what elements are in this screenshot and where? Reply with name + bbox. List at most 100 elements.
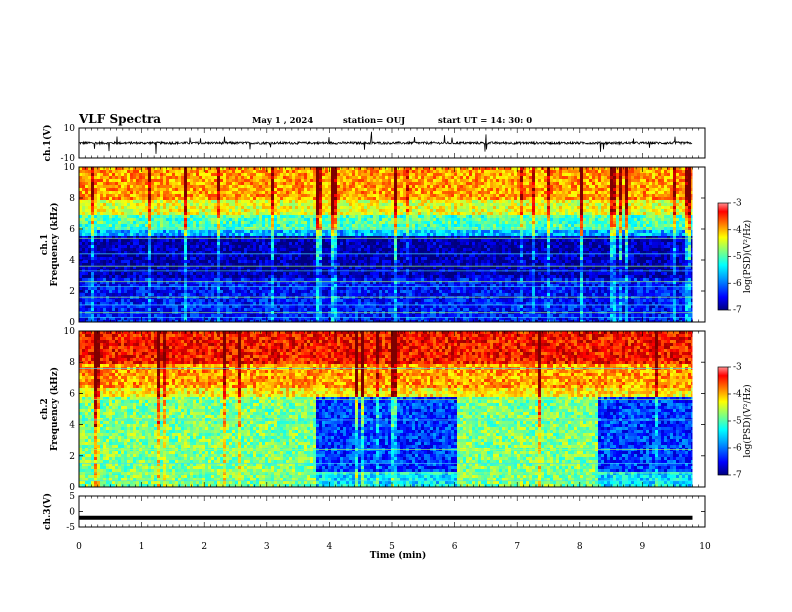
ch1-spectrogram-cell bbox=[292, 275, 296, 279]
ch1-spectrogram-cell bbox=[199, 218, 203, 222]
ch1-spectrogram-cell bbox=[136, 218, 140, 222]
ch1-spectrogram-cell bbox=[130, 194, 134, 198]
ch1-spectrogram-cell bbox=[223, 320, 227, 322]
ch1-spectrogram-cell bbox=[187, 233, 191, 237]
ch1-spectrogram-cell bbox=[127, 287, 131, 291]
ch1-spectrogram-cell bbox=[157, 185, 161, 189]
ch1-spectrogram-cell bbox=[280, 305, 284, 309]
ch1-spectrogram-cell bbox=[103, 296, 107, 300]
ch1-spectrogram-cell bbox=[202, 314, 206, 318]
ch1-spectrogram-cell bbox=[226, 305, 230, 309]
ch1-spectrogram-cell bbox=[310, 266, 314, 270]
ch1-spectrogram-cell bbox=[319, 257, 323, 261]
ch1-spectrogram-cell bbox=[250, 215, 254, 219]
ch1-spectrogram-cell bbox=[277, 224, 281, 228]
ch1-spectrogram-cell bbox=[208, 185, 212, 189]
ch1-spectrogram-cell bbox=[349, 182, 353, 186]
ch1-spectrogram-cell bbox=[235, 299, 239, 303]
ch1-spectrogram-cell bbox=[163, 206, 167, 210]
ch1-spectrogram-cell bbox=[196, 302, 200, 306]
ch1-spectrogram-cell bbox=[187, 221, 191, 225]
ch1-spectrogram-cell bbox=[298, 170, 302, 174]
ch1-spectrogram-cell bbox=[121, 278, 125, 282]
ch1-spectrogram-cell bbox=[121, 245, 125, 249]
ch1-spectrogram-cell bbox=[151, 206, 155, 210]
ch1-spectrogram-cell bbox=[118, 308, 122, 312]
ch1-spectrogram-cell bbox=[250, 317, 254, 321]
ch1-spectrogram-cell bbox=[343, 179, 347, 183]
ch1-spectrogram-cell bbox=[298, 197, 302, 201]
ch1-spectrogram-cell bbox=[199, 182, 203, 186]
ch1-spectrogram-cell bbox=[226, 218, 230, 222]
ch1-spectrogram-cell bbox=[274, 209, 278, 213]
ch1-spectrogram-cell bbox=[265, 281, 269, 285]
ch1-spectrogram-cell bbox=[265, 245, 269, 249]
ch1-spectrogram-cell bbox=[241, 263, 245, 267]
ch1-spectrogram-cell bbox=[292, 254, 296, 258]
ch1-spectrogram-cell bbox=[175, 308, 179, 312]
ch1-spectrogram-cell bbox=[178, 272, 182, 276]
ch1-spectrogram-cell bbox=[283, 308, 287, 312]
ch1-spectrogram-cell bbox=[217, 248, 221, 252]
ch1-spectrogram-cell bbox=[148, 188, 152, 192]
ch1-spectrogram-cell bbox=[307, 296, 311, 300]
ch1-spectrogram-cell bbox=[193, 263, 197, 267]
ch1-spectrogram-cell bbox=[313, 293, 317, 297]
ch1-spectrogram-cell bbox=[199, 173, 203, 177]
ch1-spectrogram-cell bbox=[322, 287, 326, 291]
ch1-spectrogram-cell bbox=[178, 224, 182, 228]
ch1-spectrogram-cell bbox=[307, 233, 311, 237]
ch1-spectrogram-cell bbox=[244, 185, 248, 189]
ch1-spectrogram-cell bbox=[160, 173, 164, 177]
ch1-spectrogram-cell bbox=[82, 218, 86, 222]
ch1-spectrogram-cell bbox=[250, 308, 254, 312]
ch1-spectrogram-cell bbox=[160, 203, 164, 207]
ch1-spectrogram-cell bbox=[160, 275, 164, 279]
ch1-spectrogram-cell bbox=[187, 290, 191, 294]
ch1-spectrogram-cell bbox=[82, 191, 86, 195]
ch1-spectrogram-cell bbox=[322, 293, 326, 297]
ch1-spectrogram-cell bbox=[310, 254, 314, 258]
ch1-spectrogram-cell bbox=[94, 224, 98, 228]
ch1-spectrogram-cell bbox=[178, 230, 182, 234]
ch1-spectrogram-cell bbox=[340, 179, 344, 183]
ch1-spectrogram-cell bbox=[340, 218, 344, 222]
ch1-spectrogram-cell bbox=[151, 239, 155, 243]
ch1-spectrogram-cell bbox=[295, 173, 299, 177]
ch1-spectrogram-cell bbox=[304, 296, 308, 300]
ch1-spectrogram-cell bbox=[286, 203, 290, 207]
ch1-spectrogram-cell bbox=[301, 287, 305, 291]
ch1-spectrogram-cell bbox=[205, 263, 209, 267]
ch1-spectrogram-cell bbox=[112, 236, 116, 240]
ch1-spectrogram-cell bbox=[271, 287, 275, 291]
ch1-spectrogram-cell bbox=[271, 281, 275, 285]
ch1-spectrogram-cell bbox=[301, 281, 305, 285]
ch1-spectrogram-cell bbox=[283, 248, 287, 252]
ch1-spectrogram-cell bbox=[307, 176, 311, 180]
ch1-spectrogram-cell bbox=[241, 233, 245, 237]
ch1-spectrogram-cell bbox=[94, 257, 98, 261]
ch1-spectrogram-cell bbox=[256, 284, 260, 288]
ch1-spectrogram-cell bbox=[247, 233, 251, 237]
ch1-spectrogram-cell bbox=[148, 230, 152, 234]
ch1-spectrogram-cell bbox=[109, 209, 113, 213]
ch1-spectrogram-cell bbox=[334, 236, 338, 240]
ch1-spectrogram-cell bbox=[163, 266, 167, 270]
ch1-spectrogram-cell bbox=[244, 284, 248, 288]
ch1-spectrogram-cell bbox=[328, 215, 332, 219]
ch1-spectrogram-cell bbox=[346, 245, 350, 249]
ch1-spectrogram-cell bbox=[154, 245, 158, 249]
ch1-spectrogram-cell bbox=[202, 236, 206, 240]
ch1-spectrogram-cell bbox=[223, 242, 227, 246]
ch1-spectrogram-cell bbox=[250, 257, 254, 261]
ch1-spectrogram-cell bbox=[175, 257, 179, 261]
ch1-spectrogram-cell bbox=[94, 263, 98, 267]
ch1-spectrogram-cell bbox=[337, 188, 341, 192]
ch1-spectrogram-cell bbox=[82, 281, 86, 285]
ch1-spectrogram-cell bbox=[124, 284, 128, 288]
ch1-spectrogram-cell bbox=[139, 302, 143, 306]
ch1-spectrogram-cell bbox=[346, 296, 350, 300]
ch1-spectrogram-cell bbox=[121, 209, 125, 213]
ch1-spectrogram-cell bbox=[181, 215, 185, 219]
ch1-spectrogram-cell bbox=[319, 191, 323, 195]
